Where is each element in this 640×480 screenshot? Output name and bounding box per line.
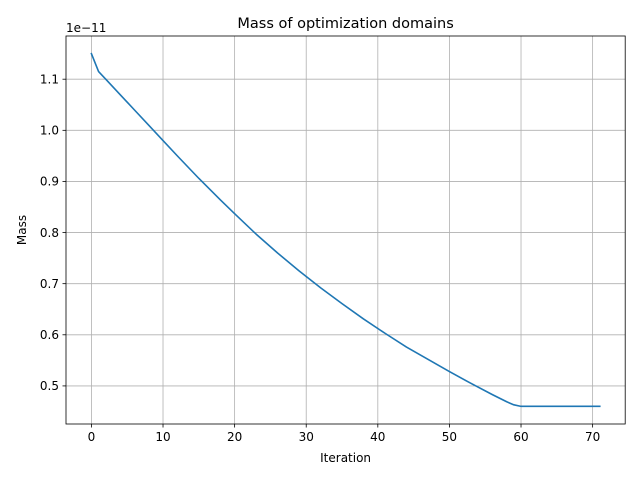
x-tick-label: 50 [442, 430, 457, 444]
y-tick-label: 1.1 [40, 72, 59, 86]
x-tick-label: 0 [88, 430, 96, 444]
x-tick-label: 70 [585, 430, 600, 444]
chart-title: Mass of optimization domains [237, 16, 453, 32]
y-tick-label: 0.8 [40, 226, 59, 240]
grid [66, 36, 626, 424]
y-axis-label: Mass [15, 215, 29, 245]
y-tick-label: 0.9 [40, 175, 59, 189]
plot-frame [65, 35, 626, 425]
x-tick-label: 60 [513, 430, 528, 444]
series-group [90, 52, 601, 408]
axis-ticks: 0 10 20 30 40 50 60 70 0.5 0.6 0.7 0.8 0.9 1.0 1.1 [40, 72, 600, 444]
y-offset-label: 1e−11 [66, 21, 106, 35]
mass-series-line [90, 52, 601, 408]
y-tick-label: 0.6 [40, 328, 59, 342]
x-tick-label: 40 [370, 430, 385, 444]
x-tick-label: 20 [227, 430, 242, 444]
x-axis-label: Iteration [320, 451, 371, 465]
y-tick-label: 1.0 [40, 124, 59, 138]
x-tick-label: 30 [299, 430, 314, 444]
y-tick-label: 0.7 [40, 277, 59, 291]
y-tick-label: 0.5 [40, 379, 59, 393]
x-tick-label: 10 [155, 430, 170, 444]
